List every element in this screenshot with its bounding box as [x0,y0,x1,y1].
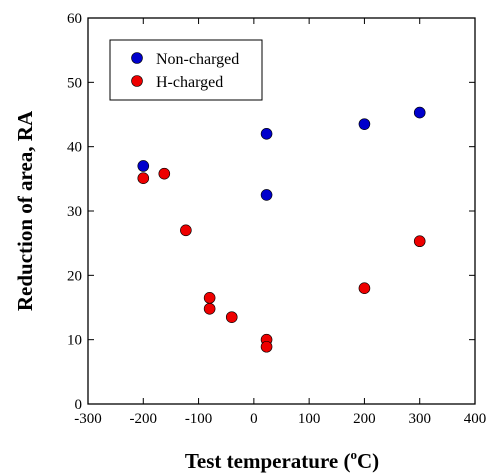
data-point-non-charged [358,118,371,130]
x-axis-title-unit: C) [357,449,379,473]
y-tick-label: 30 [67,204,82,220]
x-axis-title: Test temperature (oC) [185,447,379,473]
y-tick-label: 20 [67,268,82,284]
legend-label-non-charged: Non-charged [156,51,239,68]
legend-marker-h-charged [131,75,143,87]
legend-label-h-charged: H-charged [156,74,223,91]
legend: Non-charged H-charged [109,39,263,101]
axis-ticks: -300 -200 -100 0 100 200 300 400 0 10 20 30 40 50 60 [67,11,486,427]
data-point-h-charged [180,224,192,237]
data-point-h-charged [203,292,216,304]
x-axis-title-sup: o [350,447,357,462]
data-point-non-charged [260,189,273,201]
data-point-h-charged [137,172,150,184]
data-point-h-charged [260,340,273,353]
x-tick-label: -200 [130,411,158,427]
y-tick-label: 40 [67,140,82,156]
plot-frame [87,17,476,405]
y-tick-label: 0 [75,397,83,413]
x-tick-label: 100 [298,411,321,427]
data-point-non-charged [413,106,426,119]
data-point-non-charged [137,160,150,172]
x-tick-label: 200 [353,411,376,427]
x-tick-label: -100 [185,411,213,427]
y-tick-label: 60 [67,11,82,27]
data-point-h-charged [358,282,371,295]
x-axis-title-text: Test temperature ( [185,449,351,473]
data-points [137,106,426,353]
x-tick-label: 300 [408,411,431,427]
y-axis-title: Reduction of area, RA [13,110,37,311]
legend-box [109,39,263,101]
y-tick-label: 10 [67,333,82,349]
x-tick-label: 400 [464,411,487,427]
data-point-h-charged [203,302,216,315]
data-point-h-charged [158,167,171,180]
legend-marker-non-charged [131,52,143,64]
data-point-h-charged [225,311,238,323]
y-tick-label: 50 [67,75,82,91]
x-tick-label: 0 [250,411,258,427]
x-tick-label: -300 [74,411,102,427]
data-point-non-charged [260,128,273,140]
data-point-h-charged [413,235,426,248]
